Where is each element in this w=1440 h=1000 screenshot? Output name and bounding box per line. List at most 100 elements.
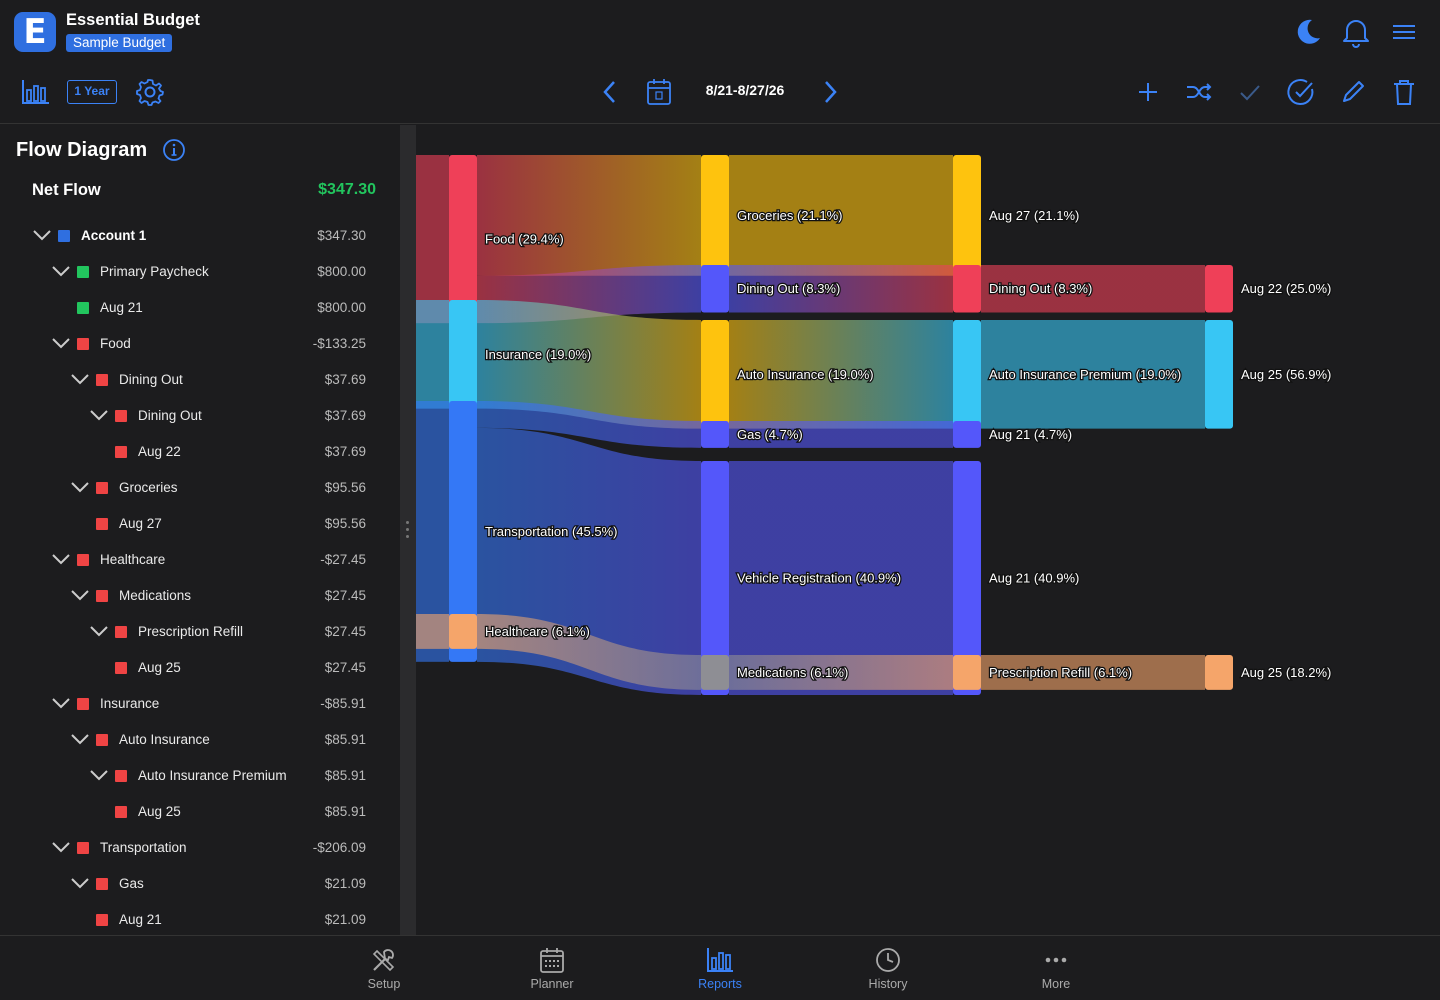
budget-name-badge[interactable]: Sample Budget [66, 34, 173, 52]
tab-history[interactable]: History [828, 936, 948, 1000]
prev-icon[interactable] [598, 78, 622, 106]
flow-node-aug22[interactable] [1205, 265, 1233, 313]
tab-reports[interactable]: Reports [660, 936, 780, 1000]
chevron-down-icon[interactable] [70, 587, 90, 603]
chevron-down-icon[interactable] [89, 407, 109, 423]
settings-icon[interactable] [135, 77, 165, 107]
flow-node-diningout2[interactable] [953, 265, 981, 313]
moon-icon[interactable] [1292, 16, 1324, 48]
bell-icon[interactable] [1342, 16, 1370, 48]
chevron-down-icon[interactable] [70, 371, 90, 387]
tree-row[interactable]: Aug 21 $21.09 [0, 903, 400, 935]
tree-row[interactable]: Primary Paycheck $800.00 [0, 255, 400, 291]
tree-row[interactable]: Prescription Refill $27.45 [0, 615, 400, 651]
period-button[interactable]: 1 Year [67, 80, 117, 104]
tree-row-value: -$27.45 [320, 552, 366, 567]
tree-row[interactable]: Aug 27 $95.56 [0, 507, 400, 543]
tree-row[interactable]: Aug 21 $800.00 [0, 291, 400, 327]
tree-row[interactable]: Aug 25 $27.45 [0, 651, 400, 687]
tab-planner[interactable]: Planner [492, 936, 612, 1000]
shuffle-icon[interactable] [1184, 78, 1214, 106]
flow-node-aug25ins[interactable] [1205, 320, 1233, 429]
tree-row[interactable]: Groceries $95.56 [0, 471, 400, 507]
flow-node-transportation[interactable] [449, 401, 477, 662]
panel-resize-handle[interactable] [400, 125, 416, 935]
flow-node-label: Aug 22 (25.0%) [1241, 281, 1331, 296]
flow-node-rxrefill[interactable] [953, 655, 981, 690]
flow-link[interactable] [477, 614, 701, 690]
flow-link[interactable] [729, 320, 953, 429]
flow-node-meds[interactable] [701, 655, 729, 690]
chevron-down-icon[interactable] [51, 695, 71, 711]
flow-node-insurance[interactable] [449, 300, 477, 409]
tree-row[interactable]: Dining Out $37.69 [0, 363, 400, 399]
flow-link[interactable] [477, 155, 701, 276]
tree-row[interactable]: Insurance -$85.91 [0, 687, 400, 723]
chevron-down-icon[interactable] [70, 875, 90, 891]
chevron-down-icon[interactable] [70, 731, 90, 747]
tree-row[interactable]: Medications $27.45 [0, 579, 400, 615]
tree-row[interactable]: Transportation -$206.09 [0, 831, 400, 867]
flow-node-label: Medications (6.1%) [737, 665, 848, 680]
chevron-down-icon[interactable] [32, 227, 52, 243]
add-icon[interactable] [1134, 78, 1162, 106]
check-icon[interactable] [1236, 78, 1264, 106]
tree-row[interactable]: Aug 22 $37.69 [0, 435, 400, 471]
tab-more[interactable]: More [996, 936, 1116, 1000]
trash-icon[interactable] [1390, 77, 1418, 107]
color-swatch [77, 302, 89, 314]
flow-node-aug21veh[interactable] [953, 461, 981, 695]
tree-row-value: $27.45 [324, 588, 366, 603]
tree-row[interactable]: Aug 25 $85.91 [0, 795, 400, 831]
flow-node-vehreg[interactable] [701, 461, 729, 695]
tree-row-label: Aug 22 [138, 444, 181, 459]
flow-node-aug27[interactable] [953, 155, 981, 276]
flow-link[interactable] [729, 265, 953, 313]
color-swatch [115, 446, 127, 458]
flow-node-gas[interactable] [701, 421, 729, 448]
chart-icon[interactable] [20, 78, 52, 106]
tree-row[interactable]: Dining Out $37.69 [0, 399, 400, 435]
check-circle-icon[interactable] [1286, 77, 1316, 107]
flow-node-aug21gas[interactable] [953, 421, 981, 448]
date-range-label[interactable]: 8/21-8/27/26 [705, 82, 785, 98]
flow-link[interactable] [477, 300, 701, 429]
tree-row[interactable]: Healthcare -$27.45 [0, 543, 400, 579]
flow-node-groceries[interactable] [701, 155, 729, 276]
tab-setup[interactable]: Setup [324, 936, 444, 1000]
tree-row-value: $27.45 [324, 624, 366, 639]
info-icon[interactable] [162, 138, 186, 167]
flow-node-autoins[interactable] [701, 320, 729, 429]
flow-link[interactable] [981, 320, 1205, 429]
menu-icon[interactable] [1390, 20, 1418, 44]
tree-row[interactable]: Auto Insurance $85.91 [0, 723, 400, 759]
tab-label: Setup [367, 977, 401, 991]
chevron-down-icon[interactable] [89, 623, 109, 639]
flow-node-food[interactable] [449, 155, 477, 324]
tree-row[interactable]: Auto Insurance Premium $85.91 [0, 759, 400, 795]
flow-link[interactable] [477, 401, 701, 448]
chevron-down-icon[interactable] [51, 335, 71, 351]
flow-link[interactable] [729, 655, 953, 690]
chevron-down-icon[interactable] [89, 767, 109, 783]
flow-link[interactable] [981, 655, 1205, 690]
flow-link[interactable] [981, 265, 1205, 313]
chevron-down-icon[interactable] [51, 839, 71, 855]
chevron-down-icon[interactable] [51, 551, 71, 567]
tree-row[interactable]: Food -$133.25 [0, 327, 400, 363]
drag-handle-icon[interactable] [406, 521, 410, 542]
tree-row[interactable]: Account 1 $347.30 [0, 219, 400, 255]
chevron-down-icon[interactable] [51, 263, 71, 279]
flow-node-healthcare[interactable] [449, 614, 477, 649]
chevron-down-icon[interactable] [70, 479, 90, 495]
flow-link[interactable] [729, 421, 953, 448]
calendar-icon[interactable] [645, 77, 673, 107]
flow-node-autoprem[interactable] [953, 320, 981, 429]
pencil-icon[interactable] [1338, 77, 1368, 107]
next-icon[interactable] [818, 78, 842, 106]
flow-node-aug25hc[interactable] [1205, 655, 1233, 690]
flow-link[interactable] [729, 461, 953, 695]
tree-row[interactable]: Gas $21.09 [0, 867, 400, 903]
flow-node-diningout1[interactable] [701, 265, 729, 313]
flow-link[interactable] [729, 155, 953, 276]
